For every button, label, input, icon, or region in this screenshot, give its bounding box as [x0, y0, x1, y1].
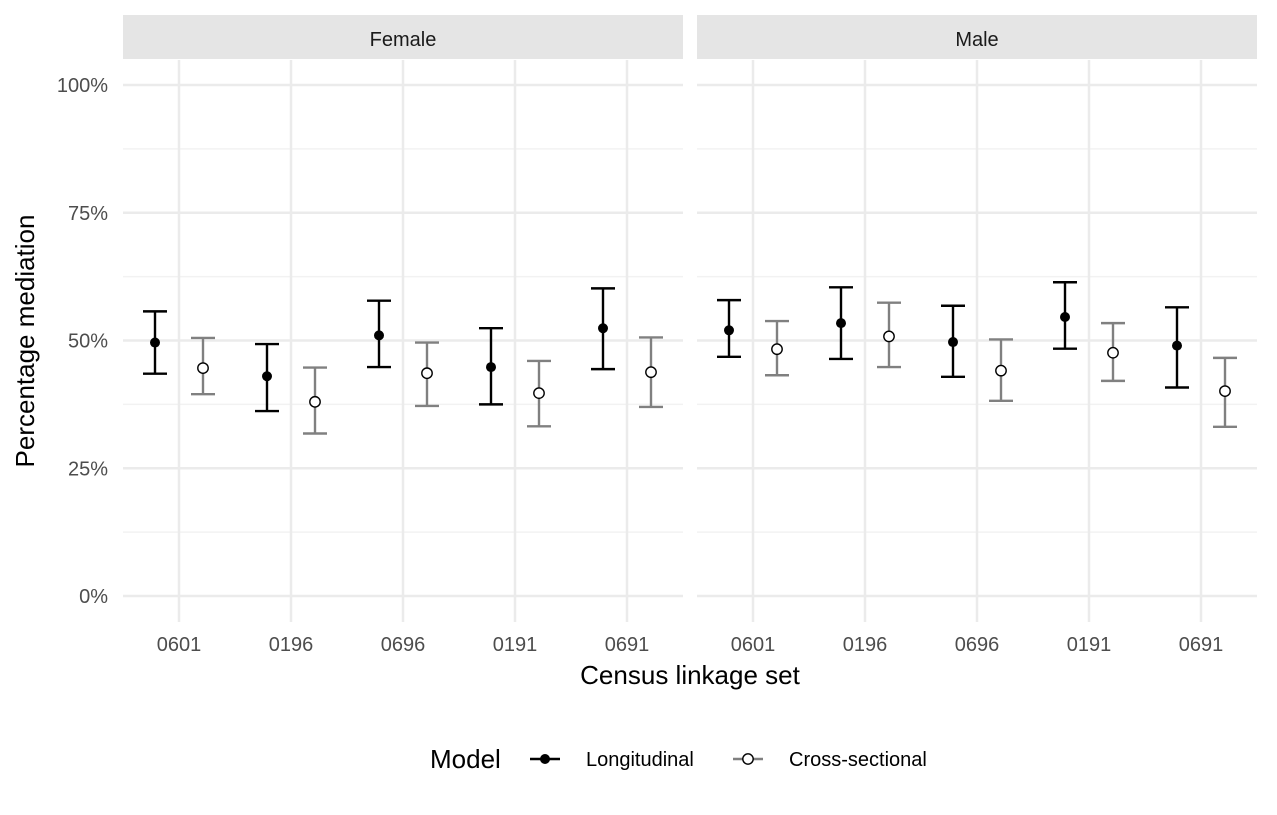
data-point-longitudinal — [836, 318, 846, 329]
x-tick-label: 0601 — [157, 634, 202, 656]
data-point-cross-sectional — [197, 362, 209, 374]
error-bar-point — [191, 336, 215, 396]
legend-label: Cross-sectional — [789, 749, 927, 771]
legend-title: Model — [430, 744, 501, 774]
data-point-longitudinal — [948, 337, 958, 348]
y-tick-label: 0% — [79, 586, 108, 608]
data-point-cross-sectional — [309, 395, 321, 408]
data-point-cross-sectional — [533, 387, 545, 400]
error-bar-point — [1213, 356, 1237, 429]
error-bar-point — [877, 301, 901, 369]
legend-key-marker — [540, 754, 550, 764]
error-bar-point — [829, 286, 853, 361]
x-tick-label: 0191 — [1067, 634, 1112, 656]
data-point-cross-sectional — [883, 330, 895, 343]
error-bar-point — [255, 342, 279, 413]
y-tick-label: 100% — [57, 75, 108, 97]
data-point-cross-sectional — [1107, 346, 1119, 359]
data-point-longitudinal — [724, 325, 734, 336]
error-bar-point — [1101, 321, 1125, 383]
error-bar-point — [479, 327, 503, 406]
data-point-cross-sectional — [771, 343, 783, 356]
data-point-longitudinal — [374, 330, 384, 341]
data-point-longitudinal — [1172, 340, 1182, 351]
error-bar-point — [303, 366, 327, 435]
data-point-longitudinal — [150, 337, 160, 348]
data-point-longitudinal — [1060, 311, 1070, 322]
x-tick-label: 0691 — [1179, 634, 1224, 656]
error-bar-point — [1053, 281, 1077, 350]
error-bar-point — [717, 298, 741, 359]
facet-strip — [123, 15, 683, 59]
error-bar-point — [591, 287, 615, 371]
error-bar-point — [639, 336, 663, 409]
legend-key-marker — [742, 753, 754, 765]
facet-strip-label: Female — [370, 29, 437, 51]
y-tick-label: 75% — [68, 203, 108, 225]
error-bar-point — [415, 341, 439, 408]
error-bar-point — [367, 299, 391, 369]
legend: Model Longitudinal Cross-sectional — [430, 744, 927, 774]
error-bar-point — [143, 310, 167, 375]
data-point-longitudinal — [486, 362, 496, 373]
data-point-longitudinal — [598, 323, 608, 334]
legend-label: Longitudinal — [586, 749, 694, 771]
facet-strip-label: Male — [955, 29, 998, 51]
y-tick-label: 50% — [68, 331, 108, 353]
error-bar-point — [527, 359, 551, 428]
error-bar-point — [941, 304, 965, 378]
data-point-cross-sectional — [995, 364, 1007, 377]
facet-strip — [697, 15, 1257, 59]
x-tick-label: 0691 — [605, 634, 650, 656]
x-axis-title: Census linkage set — [580, 660, 800, 690]
x-tick-label: 0191 — [493, 634, 538, 656]
chart-marks — [143, 281, 1237, 435]
error-bar-point — [989, 338, 1013, 402]
x-tick-label: 0696 — [955, 634, 1000, 656]
x-tick-label: 0196 — [269, 634, 314, 656]
data-point-longitudinal — [262, 371, 272, 382]
error-bar-point — [1165, 306, 1189, 389]
data-point-cross-sectional — [421, 367, 433, 380]
data-point-cross-sectional — [1219, 385, 1231, 397]
y-axis-title: Percentage mediation — [10, 215, 40, 468]
legend-entry: Longitudinal — [530, 749, 694, 771]
x-tick-label: 0196 — [843, 634, 888, 656]
facet-panels: Female 0601 0196 0696 0191 0691 Male 0601 0196 06… — [123, 15, 1257, 656]
y-axis: 0% 25% 50% 75% 100% — [57, 75, 108, 608]
data-point-cross-sectional — [645, 366, 657, 379]
legend-entry: Cross-sectional — [733, 749, 927, 771]
x-tick-label: 0696 — [381, 634, 426, 656]
error-bar-point — [765, 319, 789, 377]
x-tick-label: 0601 — [731, 634, 776, 656]
y-tick-label: 25% — [68, 458, 108, 480]
